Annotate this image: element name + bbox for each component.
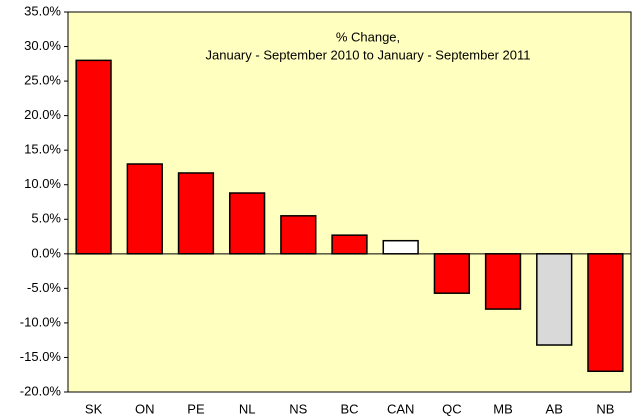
x-tick-label: CAN	[387, 401, 414, 416]
x-tick-label: NS	[289, 401, 307, 416]
x-tick-label: SK	[85, 401, 103, 416]
y-tick-label: -20.0%	[20, 383, 62, 398]
x-tick-label: ON	[135, 401, 155, 416]
bar	[587, 253, 624, 373]
bar	[228, 192, 266, 255]
y-tick-label: 0.0%	[31, 245, 61, 260]
chart-title: % Change,	[336, 29, 400, 44]
y-tick-label: 10.0%	[24, 176, 61, 191]
bar	[433, 253, 471, 294]
bar	[177, 172, 215, 255]
y-tick-label: 35.0%	[24, 3, 61, 18]
x-tick-label: AB	[546, 401, 563, 416]
x-tick-label: NL	[239, 401, 256, 416]
x-tick-label: BC	[340, 401, 358, 416]
x-tick-label: NB	[596, 401, 614, 416]
y-tick-label: -5.0%	[27, 280, 61, 295]
x-tick-label: QC	[442, 401, 462, 416]
y-tick-label: 5.0%	[31, 211, 61, 226]
y-tick-label: -15.0%	[20, 349, 62, 364]
chart-subtitle: January - September 2010 to January - Se…	[206, 47, 531, 62]
x-tick-label: MB	[493, 401, 513, 416]
bar	[331, 234, 368, 255]
bar	[484, 253, 522, 310]
bar	[536, 253, 573, 346]
bar	[280, 215, 317, 255]
y-tick-label: 15.0%	[24, 142, 61, 157]
y-tick-label: 20.0%	[24, 107, 61, 122]
y-tick-label: -10.0%	[20, 314, 62, 329]
y-tick-label: 30.0%	[24, 38, 61, 53]
bar	[126, 163, 163, 255]
y-tick-label: 25.0%	[24, 73, 61, 88]
bar	[75, 59, 112, 255]
bar	[382, 239, 419, 255]
x-tick-label: PE	[187, 401, 205, 416]
